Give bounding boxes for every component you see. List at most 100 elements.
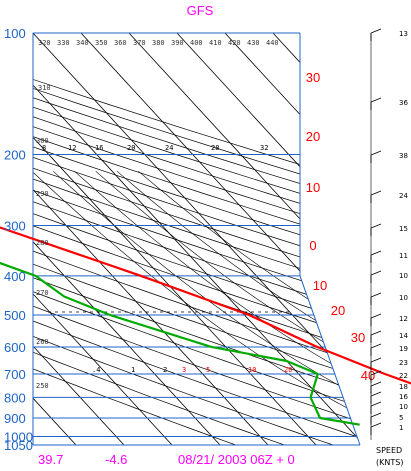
theta-label: 380 xyxy=(152,39,165,47)
wind-barb-flag xyxy=(370,401,382,407)
temp-right-label: 30 xyxy=(351,330,365,345)
isotherm-line xyxy=(33,33,269,445)
mixing-ratio-label-low: 2 xyxy=(163,366,167,374)
theta-label: 320 xyxy=(38,39,51,47)
temp-right-label: 0 xyxy=(309,238,316,253)
wind-speed-label: 11 xyxy=(399,252,408,260)
wind-barb-flag xyxy=(370,292,382,298)
wind-barb-flag xyxy=(370,250,382,256)
isotherm-line xyxy=(80,33,360,445)
temp-right-label: 20 xyxy=(306,129,320,144)
theta-label: 440 xyxy=(266,39,279,47)
wind-barb-flag xyxy=(370,313,382,319)
wind-speed-label: 14 xyxy=(399,332,408,340)
isotherm-line xyxy=(33,33,317,445)
wind-barb-flag xyxy=(370,412,382,418)
chart-title: GFS xyxy=(187,3,214,18)
moist-adiabat xyxy=(116,170,360,437)
wind-speed-label: 23 xyxy=(399,359,408,367)
theta-label: 260 xyxy=(36,338,49,346)
moist-adiabat xyxy=(52,170,360,437)
wind-speed-label: 13 xyxy=(399,30,408,38)
wind-barb-flag xyxy=(370,190,382,196)
theta-label: 410 xyxy=(209,39,222,47)
mixing-ratio-label-low: .4 xyxy=(92,366,100,374)
theta-label: 360 xyxy=(114,39,127,47)
wind-barb-flag xyxy=(370,223,382,229)
pressure-label: 500 xyxy=(4,308,26,323)
dry-adiabat xyxy=(33,33,360,445)
wind-speed-label: 24 xyxy=(399,192,408,200)
mixing-ratio-label: 16 xyxy=(95,144,103,152)
theta-label: 350 xyxy=(95,39,108,47)
dry-adiabat xyxy=(33,33,360,445)
temp-right-label: 10 xyxy=(306,180,320,195)
dry-adiabat xyxy=(33,33,360,445)
pressure-label: 400 xyxy=(4,269,26,284)
theta-label: 390 xyxy=(171,39,184,47)
moist-adiabat xyxy=(74,170,360,437)
dry-adiabat xyxy=(33,33,360,445)
mixing-ratio-label: 8 xyxy=(42,144,46,152)
wind-speed-label: 10 xyxy=(399,294,408,302)
footer-left-value: 39.7 xyxy=(38,452,63,467)
dry-adiabat xyxy=(33,33,360,445)
dry-adiabat xyxy=(33,33,360,445)
temp-right-label: 40 xyxy=(361,368,375,383)
theta-label: 280 xyxy=(36,239,49,247)
dry-adiabat xyxy=(33,33,285,445)
dry-adiabat xyxy=(33,33,360,445)
pressure-label: 600 xyxy=(4,340,26,355)
pressure-label: 200 xyxy=(4,147,26,162)
dry-adiabat xyxy=(33,33,360,445)
isotherm-line xyxy=(33,33,125,445)
wind-barb-flag xyxy=(370,150,382,156)
isotherm-line xyxy=(272,33,360,445)
wind-barb-flag xyxy=(370,343,382,349)
temperature-profile xyxy=(0,226,411,385)
wind-speed-label: 10 xyxy=(399,403,408,411)
wind-speed-label: 18 xyxy=(399,383,408,391)
isotherm-line xyxy=(0,33,28,445)
pressure-label: 800 xyxy=(4,390,26,405)
dry-adiabat xyxy=(33,33,360,445)
moist-adiabat xyxy=(138,170,360,437)
theta-label: 430 xyxy=(247,39,260,47)
theta-label: 270 xyxy=(36,289,49,297)
theta-label: 290 xyxy=(36,190,49,198)
isotherm-line xyxy=(33,33,221,445)
dry-adiabat xyxy=(33,33,360,445)
wind-speed-label: 19 xyxy=(399,345,408,353)
isotherm-line xyxy=(224,33,360,445)
pressure-label: 1050 xyxy=(4,438,33,453)
theta-label: 400 xyxy=(190,39,203,47)
dewpoint-profile xyxy=(0,261,360,426)
dry-adiabat xyxy=(33,33,360,445)
mixing-ratio-label: 32 xyxy=(260,144,268,152)
footer-date-time: 08/21/ 2003 06Z + 0 xyxy=(178,452,295,467)
dry-adiabat xyxy=(33,33,360,445)
mixing-ratio-label-low: 20 xyxy=(284,366,292,374)
isotherm-line xyxy=(176,33,360,445)
theta-label: 250 xyxy=(36,382,49,390)
dry-adiabat xyxy=(33,33,360,445)
pressure-label: 300 xyxy=(4,218,26,233)
theta-label: 370 xyxy=(133,39,146,47)
mixing-ratio-label: 20 xyxy=(127,144,135,152)
theta-label: 330 xyxy=(57,39,70,47)
dry-adiabat xyxy=(33,33,360,445)
temp-right-label: 20 xyxy=(331,303,345,318)
wind-barb-flag xyxy=(370,97,382,103)
wind-barb-flag xyxy=(370,270,382,276)
dry-adiabat xyxy=(33,33,360,445)
wind-speed-units: (KNTS) xyxy=(376,458,403,467)
mixing-ratio-label-low: 1 xyxy=(131,366,135,374)
isotherm-line xyxy=(33,33,360,445)
wind-barb-flag xyxy=(370,330,382,336)
wind-barb-flag xyxy=(370,381,382,387)
wind-speed-label: 36 xyxy=(399,99,408,107)
theta-label: 300 xyxy=(36,137,49,145)
dry-adiabat xyxy=(33,33,360,445)
isotherm-line xyxy=(33,33,173,445)
